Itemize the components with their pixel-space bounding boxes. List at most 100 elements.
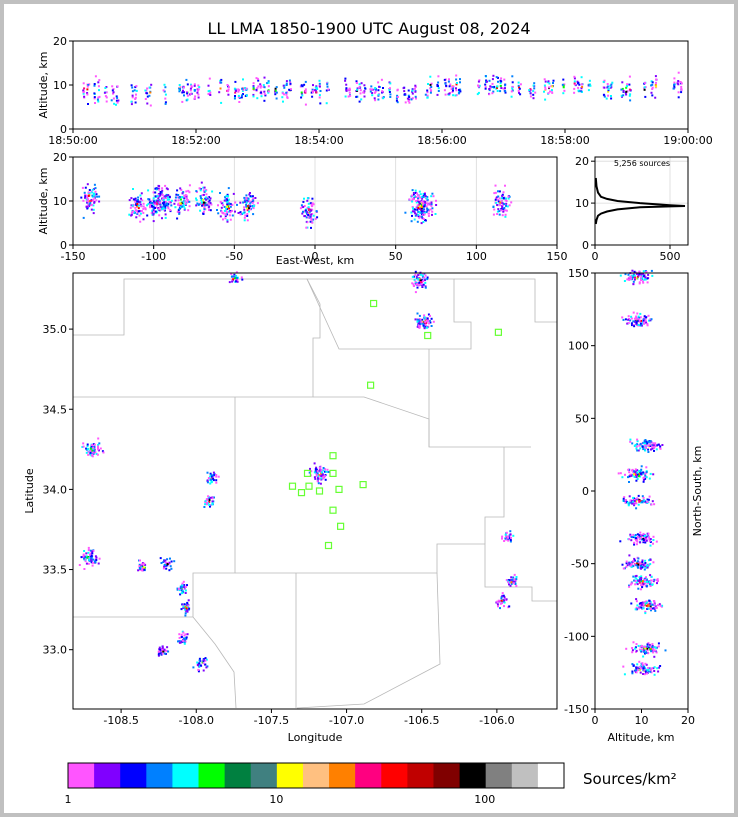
longitude-tick-label: -106.0 (479, 714, 514, 727)
colorbar-ticks: 1 10 100 (65, 793, 496, 806)
time-height-source-column (602, 79, 606, 98)
time-height-source-column (395, 88, 399, 104)
plan-view-axes-frame (72, 272, 558, 710)
station-marker (329, 469, 337, 477)
time-height-source-column (532, 82, 537, 100)
time-height-ticks: 18:50:00 18:52:00 18:54:00 18:56:00 18:58:00… (48, 35, 712, 147)
latitude-tick-label: 33.0 (43, 644, 68, 657)
time-height-source-column (406, 89, 411, 104)
ew-tick-label: 50 (389, 250, 403, 263)
ew-height-ylabel: Altitude, km (37, 167, 50, 234)
time-height-source-column (377, 81, 381, 101)
histogram-ytick-label: 10 (575, 197, 589, 210)
plan-source-cluster (203, 495, 215, 508)
time-height-source-column (620, 81, 625, 98)
time-height-source-column (547, 80, 551, 95)
colorbar-swatch (459, 763, 487, 788)
time-height-source-column (517, 81, 522, 96)
colorbar-swatch (68, 763, 95, 788)
time-height-source-column (196, 84, 201, 99)
station-marker (297, 489, 306, 497)
time-height-source-column (561, 78, 566, 95)
county-boundaries (73, 278, 557, 709)
ns-height-axes-frame (594, 272, 689, 710)
ew-height-panel: Altitude, km East-West, km -150 -100 -50 0 5… (37, 151, 568, 267)
plan-source-cluster (157, 645, 170, 657)
longitude-tick-label: -107.0 (329, 714, 364, 727)
time-height-source-column (233, 80, 237, 100)
plan-view-ticks: -108.5 -108.0 -107.5 -107.0 -106.5 -106.0 33.0… (43, 323, 515, 727)
time-height-source-column (325, 81, 330, 105)
ew-source-cluster (128, 188, 149, 223)
ew-source-cluster (216, 187, 238, 223)
ns-ytick-label: -150 (564, 703, 589, 716)
ew-source-cluster (404, 189, 438, 225)
ew-height-ticks: -150 -100 -50 0 50 100 150 0 10 20 (53, 151, 568, 263)
latitude-tick-label: 34.5 (43, 403, 68, 416)
longitude-tick-label: -108.5 (103, 714, 138, 727)
station-marker (303, 469, 312, 477)
time-height-source-column (476, 79, 481, 96)
histogram-xtick-label: 0 (592, 250, 599, 263)
longitude-tick-label: -108.0 (179, 714, 214, 727)
time-height-source-column (310, 84, 315, 98)
station-marker (494, 328, 502, 336)
colorbar-swatch (224, 763, 252, 788)
time-height-source-column (237, 88, 241, 103)
time-height-ylabel: Altitude, km (37, 51, 50, 118)
histogram-panel: 5,256 sources 0 500 0 10 20 (575, 155, 689, 263)
time-tick-label: 18:56:00 (417, 134, 466, 147)
ns-source-cluster (621, 311, 653, 328)
plan-source-cluster (78, 546, 101, 570)
figure-title: LL LMA 1850-1900 UTC August 08, 2024 (207, 19, 530, 38)
time-height-source-column (510, 75, 514, 98)
colorbar-swatch (146, 763, 173, 788)
ew-height-xlabel: East-West, km (276, 254, 354, 267)
ns-source-cluster (617, 465, 655, 483)
time-height-source-column (502, 78, 507, 94)
ew-source-cluster (492, 184, 513, 218)
ns-source-cluster (628, 574, 659, 591)
time-height-source-column (178, 84, 182, 93)
ew-height-ytick-label: 20 (53, 151, 67, 164)
ns-source-cluster (622, 660, 662, 676)
plan-source-cluster (505, 573, 518, 587)
ew-source-cluster (80, 183, 101, 219)
time-height-source-column (495, 76, 499, 92)
ns-source-cluster (619, 269, 654, 286)
time-height-source-column (130, 84, 134, 106)
time-height-source-column (240, 78, 245, 99)
time-height-ytick-label: 20 (53, 35, 67, 48)
colorbar-swatch (302, 763, 330, 788)
station-marker (359, 481, 367, 489)
time-height-source-column (110, 85, 116, 105)
time-height-source-column (193, 83, 197, 100)
time-height-panel: Altitude, km 18:50:00 18:52:00 18:54:00 18:… (37, 35, 713, 147)
time-height-source-column (358, 82, 363, 103)
plan-source-cluster (495, 592, 511, 610)
time-height-sources (82, 71, 683, 107)
plan-source-cluster (206, 471, 220, 485)
ew-height-ytick-label: 10 (53, 195, 67, 208)
time-height-source-column (207, 77, 212, 96)
histogram-axes-frame (594, 156, 689, 246)
time-height-source-column (288, 79, 292, 92)
plan-source-cluster (414, 312, 435, 330)
time-height-source-column (115, 85, 120, 106)
histogram-ytick-label: 0 (582, 239, 589, 252)
time-height-source-column (226, 84, 230, 96)
ns-ytick-label: 0 (582, 485, 589, 498)
lma-figure: LL LMA 1850-1900 UTC August 08, 2024 Alt… (23, 19, 713, 806)
time-height-source-column (580, 76, 584, 93)
time-height-source-column (609, 81, 614, 100)
station-marker (370, 299, 378, 308)
colorbar-swatch (276, 763, 304, 788)
ns-ytick-label: 100 (568, 340, 589, 353)
plan-source-cluster (176, 580, 188, 596)
ew-height-sources (80, 181, 513, 229)
time-height-source-column (266, 80, 270, 94)
time-height-source-column (281, 84, 286, 103)
time-height-source-column (380, 78, 385, 100)
ew-source-cluster (170, 184, 191, 220)
colorbar-swatches (68, 763, 565, 788)
